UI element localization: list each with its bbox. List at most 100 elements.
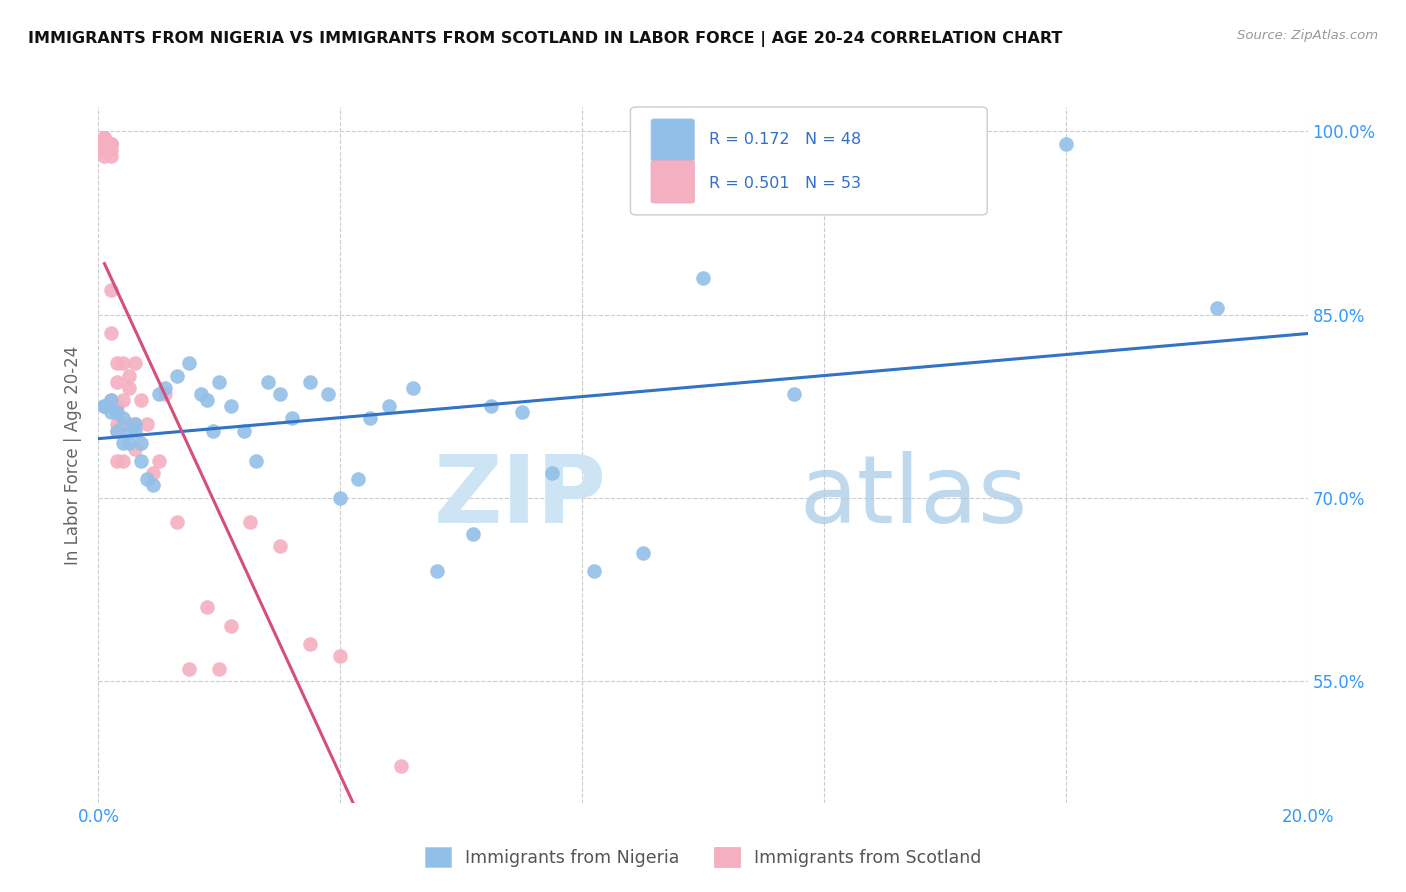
Text: Source: ZipAtlas.com: Source: ZipAtlas.com xyxy=(1237,29,1378,42)
Text: atlas: atlas xyxy=(800,450,1028,542)
Point xyxy=(281,411,304,425)
Point xyxy=(135,417,157,432)
Point xyxy=(124,417,146,432)
Y-axis label: In Labor Force | Age 20-24: In Labor Force | Age 20-24 xyxy=(65,345,83,565)
Text: IMMIGRANTS FROM NIGERIA VS IMMIGRANTS FROM SCOTLAND IN LABOR FORCE | AGE 20-24 C: IMMIGRANTS FROM NIGERIA VS IMMIGRANTS FR… xyxy=(28,31,1063,47)
Point xyxy=(124,442,146,456)
Point xyxy=(93,136,115,151)
Point xyxy=(540,467,562,481)
Point xyxy=(124,424,146,438)
Point xyxy=(195,392,218,407)
Point xyxy=(105,375,128,389)
Point xyxy=(129,435,152,450)
Point xyxy=(179,356,201,370)
Point xyxy=(179,661,201,675)
Point xyxy=(195,600,218,615)
Point xyxy=(329,649,352,664)
Point xyxy=(316,387,339,401)
Point xyxy=(377,399,399,413)
Point xyxy=(100,143,122,157)
Point xyxy=(426,564,449,578)
Text: ZIP: ZIP xyxy=(433,450,606,542)
Point xyxy=(93,136,115,151)
Point xyxy=(208,375,231,389)
Point xyxy=(93,130,115,145)
Point xyxy=(256,375,278,389)
Point xyxy=(93,130,115,145)
Point xyxy=(269,387,291,401)
Point xyxy=(118,417,141,432)
Point xyxy=(129,392,152,407)
Point xyxy=(111,392,134,407)
Point xyxy=(118,381,141,395)
Point xyxy=(93,399,115,413)
Point xyxy=(100,392,122,407)
Point xyxy=(692,271,714,285)
Point xyxy=(93,399,115,413)
Text: R = 0.172   N = 48: R = 0.172 N = 48 xyxy=(709,132,862,147)
Point xyxy=(1054,136,1077,151)
Point xyxy=(100,136,122,151)
Point xyxy=(202,424,225,438)
Point xyxy=(93,130,115,145)
Point xyxy=(299,637,322,651)
Point xyxy=(105,454,128,468)
Point xyxy=(583,564,606,578)
Point xyxy=(221,399,243,413)
Point xyxy=(105,417,128,432)
Point xyxy=(100,136,122,151)
Point xyxy=(100,136,122,151)
Point xyxy=(118,435,141,450)
Point xyxy=(221,619,243,633)
Point xyxy=(166,368,188,383)
Point xyxy=(142,467,165,481)
Point xyxy=(510,405,533,419)
Point xyxy=(118,424,141,438)
Point xyxy=(93,130,115,145)
Point xyxy=(111,454,134,468)
Point xyxy=(481,399,503,413)
Point xyxy=(93,130,115,145)
Point xyxy=(245,454,267,468)
Point xyxy=(93,143,115,157)
Point xyxy=(111,411,134,425)
Point xyxy=(105,424,128,438)
Point xyxy=(124,417,146,432)
Point xyxy=(105,405,128,419)
Point xyxy=(100,283,122,297)
Point xyxy=(208,661,231,675)
Point xyxy=(153,387,176,401)
Point xyxy=(100,136,122,151)
Point xyxy=(118,368,141,383)
Point xyxy=(93,136,115,151)
Point xyxy=(631,545,654,559)
Point xyxy=(166,515,188,529)
Point xyxy=(100,405,122,419)
Point xyxy=(347,472,370,486)
Point xyxy=(463,527,485,541)
Point xyxy=(105,356,128,370)
Point xyxy=(142,478,165,492)
Point xyxy=(402,381,425,395)
Point xyxy=(93,130,115,145)
Point xyxy=(269,540,291,554)
Point xyxy=(239,515,262,529)
Point xyxy=(329,491,352,505)
Point xyxy=(190,387,212,401)
Point xyxy=(232,424,254,438)
Point xyxy=(783,387,806,401)
Point xyxy=(135,472,157,486)
Point xyxy=(148,387,170,401)
FancyBboxPatch shape xyxy=(651,119,695,161)
Point xyxy=(153,381,176,395)
Point xyxy=(129,454,152,468)
Point xyxy=(93,149,115,163)
Legend: Immigrants from Nigeria, Immigrants from Scotland: Immigrants from Nigeria, Immigrants from… xyxy=(418,840,988,874)
Point xyxy=(100,149,122,163)
Point xyxy=(360,411,382,425)
Point xyxy=(111,356,134,370)
Point xyxy=(100,392,122,407)
Text: R = 0.501   N = 53: R = 0.501 N = 53 xyxy=(709,176,860,191)
FancyBboxPatch shape xyxy=(630,107,987,215)
Point xyxy=(100,326,122,340)
